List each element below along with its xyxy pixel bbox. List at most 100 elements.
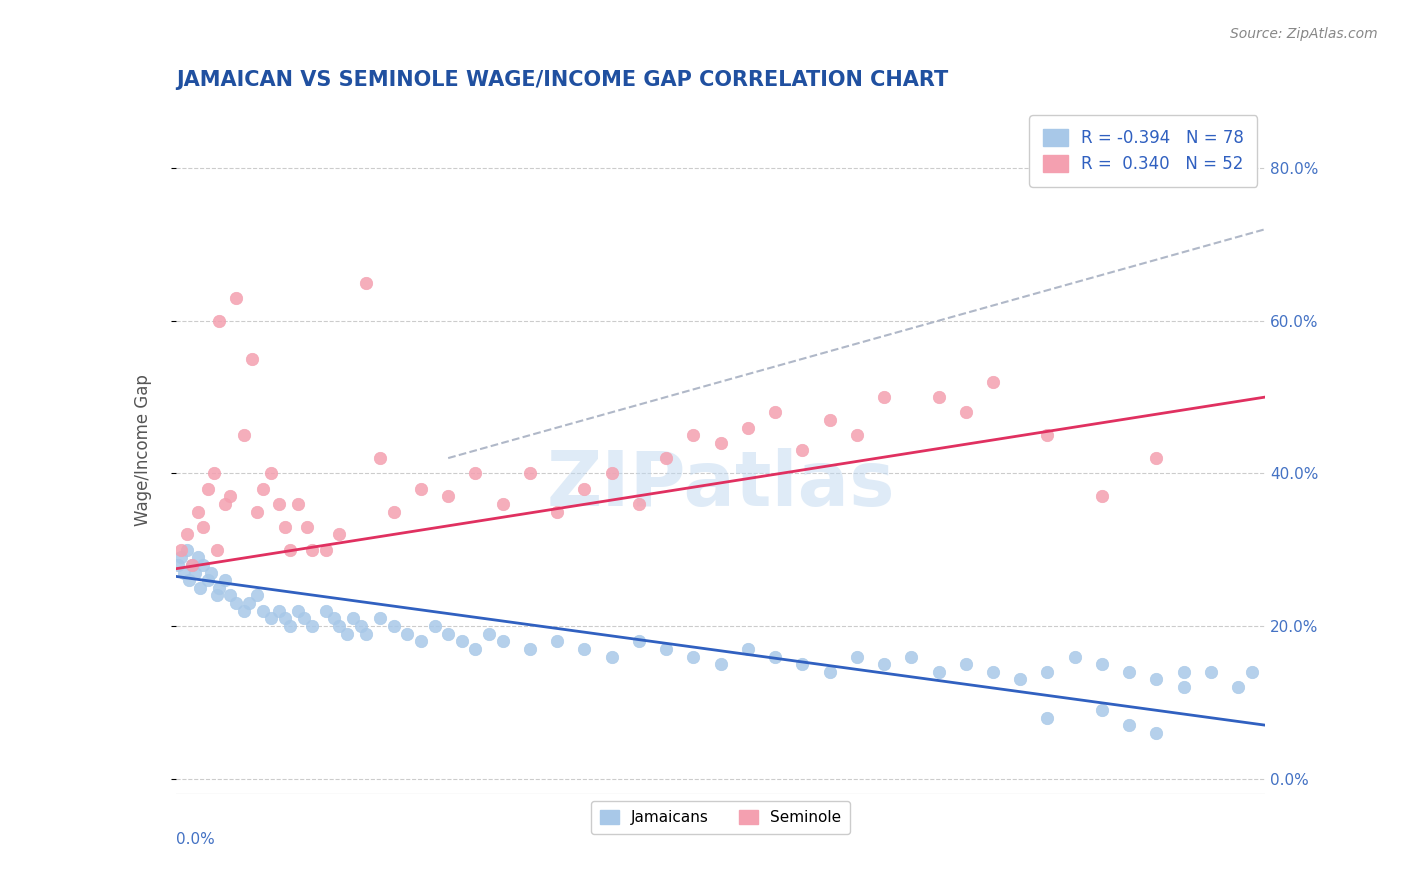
Point [1036,710,1059,724]
Text: JAMAICAN VS SEMINOLE WAGE/INCOME GAP CORRELATION CHART: JAMAICAN VS SEMINOLE WAGE/INCOME GAP COR… [176,70,948,90]
Point [200,566,222,580]
Point [186,550,209,565]
Point [214,573,236,587]
Point [197,482,219,496]
Point [818,413,841,427]
Point [574,641,596,656]
Point [1091,657,1114,672]
Point [368,451,391,466]
Point [184,566,207,580]
Point [1144,726,1167,740]
Point [928,665,950,679]
Point [252,482,274,496]
Point [350,619,373,633]
Point [278,542,301,557]
Point [1199,665,1222,679]
Point [873,390,896,404]
Point [274,611,297,625]
Point [710,435,733,450]
Point [792,443,814,458]
Point [342,611,364,625]
Point [246,504,269,518]
Point [1118,718,1140,732]
Point [928,390,950,404]
Point [981,375,1004,389]
Point [873,657,896,672]
Point [205,542,228,557]
Point [1173,665,1195,679]
Point [240,351,263,366]
Point [737,420,759,434]
Point [396,626,419,640]
Point [274,520,297,534]
Point [655,641,678,656]
Point [981,665,1004,679]
Point [301,542,323,557]
Point [170,550,193,565]
Point [464,467,486,481]
Point [845,428,868,442]
Point [1036,665,1059,679]
Point [1091,703,1114,717]
Point [464,641,486,656]
Point [682,649,704,664]
Y-axis label: Wage/Income Gap: Wage/Income Gap [134,375,152,526]
Point [546,504,568,518]
Point [219,489,242,503]
Point [546,634,568,648]
Point [627,634,650,648]
Point [710,657,733,672]
Point [181,558,204,572]
Point [322,611,344,625]
Point [356,276,378,290]
Point [176,527,198,541]
Point [181,558,204,572]
Point [423,619,446,633]
Point [955,405,977,419]
Text: Source: ZipAtlas.com: Source: ZipAtlas.com [1230,27,1378,41]
Point [315,604,337,618]
Point [232,428,254,442]
Point [682,428,704,442]
Point [492,497,515,511]
Point [492,634,515,648]
Point [292,611,315,625]
Point [188,581,211,595]
Point [315,542,337,557]
Point [287,497,309,511]
Point [1173,680,1195,694]
Point [225,596,247,610]
Point [737,641,759,656]
Point [763,649,786,664]
Point [955,657,977,672]
Point [356,626,378,640]
Point [252,604,274,618]
Point [219,589,242,603]
Point [1118,665,1140,679]
Point [1144,451,1167,466]
Point [1091,489,1114,503]
Point [818,665,841,679]
Point [792,657,814,672]
Point [167,558,190,572]
Point [450,634,472,648]
Point [1240,665,1263,679]
Point [202,467,225,481]
Point [238,596,260,610]
Point [170,542,193,557]
Point [287,604,309,618]
Point [382,504,405,518]
Point [232,604,254,618]
Point [627,497,650,511]
Point [246,589,269,603]
Point [269,604,291,618]
Point [437,626,460,640]
Point [173,566,195,580]
Point [278,619,301,633]
Point [191,520,214,534]
Point [208,314,231,328]
Point [328,527,350,541]
Point [1036,428,1059,442]
Point [269,497,291,511]
Point [208,581,231,595]
